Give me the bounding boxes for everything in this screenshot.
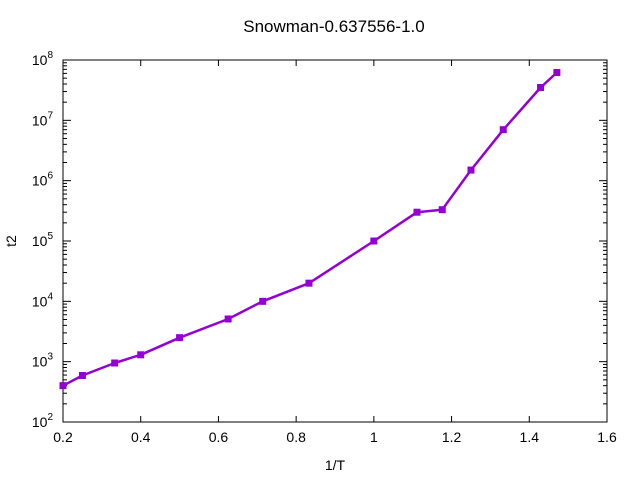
y-tick-base: 10 [32,354,48,370]
y-tick-base: 10 [32,173,48,189]
y-tick-label: 107 [32,110,54,128]
y-tick-exponent: 7 [47,110,53,121]
y-tick-base: 10 [32,293,48,309]
x-tick-label: 0.8 [286,429,306,445]
data-point [305,279,313,287]
x-axis-label: 1/T [325,457,346,473]
y-tick-base: 10 [32,52,48,68]
chart-title: Snowman-0.637556-1.0 [243,17,424,36]
data-point [499,126,507,134]
data-point [537,84,545,92]
series-layer [59,69,561,390]
y-tick-exponent: 5 [47,231,53,242]
data-point [224,315,232,323]
y-tick-base: 10 [32,112,48,128]
x-tick-label: 0.4 [131,429,151,445]
y-tick-label: 103 [32,352,54,370]
y-tick-exponent: 4 [47,291,53,302]
y-tick-label: 102 [32,412,54,430]
x-tick-label: 1.6 [597,429,617,445]
y-tick-exponent: 2 [47,412,53,423]
x-tick-label: 1.4 [520,429,540,445]
data-point [176,334,184,342]
y-tick-exponent: 6 [47,171,53,182]
y-tick-exponent: 8 [47,50,53,61]
x-tick-label: 1 [370,429,378,445]
y-tick-label: 106 [32,171,54,189]
data-point [370,237,378,245]
data-point [467,166,475,174]
y-tick-label: 108 [32,50,54,68]
y-tick-label: 105 [32,231,54,249]
data-point [111,359,119,367]
x-tick-label: 0.6 [209,429,229,445]
data-point [259,297,267,305]
y-tick-base: 10 [32,414,48,430]
y-tick-exponent: 3 [47,352,53,363]
data-point [413,208,421,216]
y-axis-label: t2 [3,235,19,247]
data-point [137,351,145,359]
data-point [78,371,86,379]
x-tick-label: 1.2 [442,429,462,445]
data-point [553,69,561,77]
y-tick-label: 104 [32,291,54,309]
x-axis: 0.2 0.4 0.6 0.8 1 1.2 1.4 1.6 [53,60,617,445]
x-tick-label: 0.2 [53,429,73,445]
y-tick-base: 10 [32,233,48,249]
data-point [438,206,446,214]
data-point [59,382,67,390]
